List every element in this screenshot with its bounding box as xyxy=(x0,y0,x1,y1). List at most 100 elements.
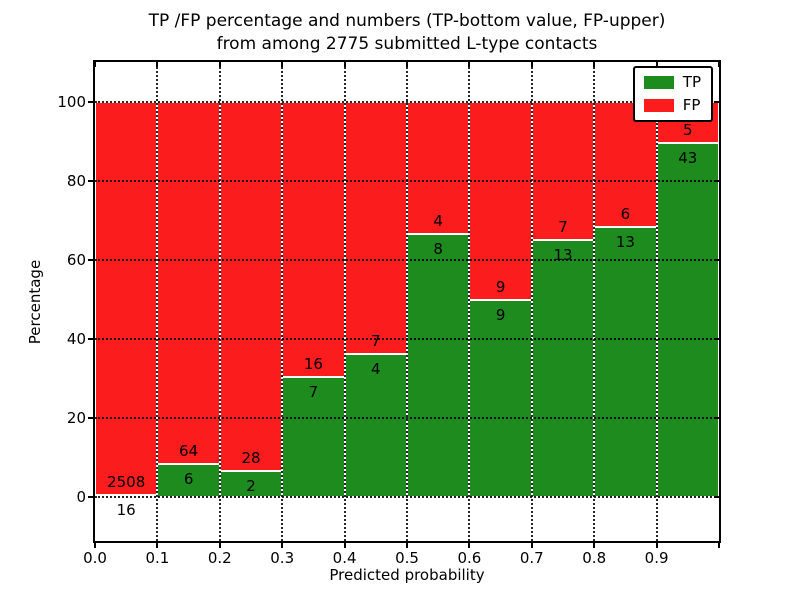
x-tick-bottom-0.8 xyxy=(593,543,596,548)
chart-title-line1: TP /FP percentage and numbers (TP-bottom… xyxy=(148,11,666,31)
tp-count-label-0: 16 xyxy=(116,500,136,519)
y-tick-label-20: 20 xyxy=(66,409,86,428)
x-tick-label-0.6: 0.6 xyxy=(457,549,482,567)
bar-segment-tp-3 xyxy=(282,376,345,498)
tp-count-label-1: 6 xyxy=(183,469,194,488)
x-tick-top-0.9 xyxy=(655,62,658,67)
y-gridline-100 xyxy=(95,100,719,103)
fp-count-label-0: 2508 xyxy=(107,472,146,491)
y-tick-left-60 xyxy=(88,258,93,261)
x-tick-label-0.2: 0.2 xyxy=(207,549,232,567)
x-axis-label: Predicted probability xyxy=(329,566,485,584)
y-tick-right-40 xyxy=(714,338,719,341)
y-tick-left-0 xyxy=(88,496,93,499)
x-gridline-0.1 xyxy=(156,62,159,541)
tp-count-label-3: 7 xyxy=(308,382,319,401)
x-tick-label-0.3: 0.3 xyxy=(270,549,295,567)
y-tick-label-40: 40 xyxy=(66,330,86,349)
fp-count-label-2: 28 xyxy=(241,449,261,468)
x-tick-top-0.8 xyxy=(593,62,596,67)
chart-title: TP /FP percentage and numbers (TP-bottom… xyxy=(7,10,800,56)
bar-segment-tp-6 xyxy=(469,299,532,498)
x-tick-top-0.5 xyxy=(406,62,408,67)
x-tick-label-0.9: 0.9 xyxy=(644,549,669,567)
x-gridline-0.9 xyxy=(655,62,658,541)
y-tick-left-100 xyxy=(88,100,93,103)
x-tick-label-0.1: 0.1 xyxy=(145,549,170,567)
tp-count-label-6: 9 xyxy=(495,305,506,324)
tp-count-label-9: 43 xyxy=(678,148,698,167)
bar-segment-fp-2 xyxy=(219,101,283,472)
y-axis-label: Percentage xyxy=(26,259,44,345)
x-tick-label-0.7: 0.7 xyxy=(519,549,544,567)
x-tick-top-0.1 xyxy=(156,62,159,67)
bar-segment-fp-6 xyxy=(469,101,532,300)
x-tick-label-0.8: 0.8 xyxy=(582,549,607,567)
fp-count-label-5: 4 xyxy=(433,211,443,230)
fp-count-label-3: 16 xyxy=(303,354,323,373)
x-tick-bottom-0.1 xyxy=(156,543,159,548)
bar-segment-fp-7 xyxy=(531,101,595,241)
x-gridline-0.6 xyxy=(468,62,471,541)
x-gridline-0.5 xyxy=(406,62,408,541)
y-gridline-20 xyxy=(95,417,719,420)
x-tick-bottom-0.9 xyxy=(655,543,658,548)
x-tick-label-0.4: 0.4 xyxy=(332,549,357,567)
fp-count-label-6: 9 xyxy=(495,277,506,296)
y-tick-right-100 xyxy=(714,100,719,103)
legend-item-tp: TP xyxy=(643,73,701,91)
y-tick-right-20 xyxy=(714,417,719,420)
chart-title-line2: from among 2775 submitted L-type contact… xyxy=(216,34,598,54)
legend-label-tp: TP xyxy=(682,73,701,91)
x-tick-bottom-0.6 xyxy=(468,543,471,548)
tp-count-label-4: 4 xyxy=(371,359,381,378)
tp-count-label-8: 13 xyxy=(615,232,635,251)
x-gridline-0.3 xyxy=(281,62,284,541)
fp-count-label-9: 5 xyxy=(683,120,693,139)
y-tick-right-80 xyxy=(714,179,719,182)
y-gridline-60 xyxy=(95,258,719,261)
x-tick-label-0.0: 0.0 xyxy=(83,549,107,567)
y-tick-right-0 xyxy=(714,496,719,499)
bar-segment-tp-8 xyxy=(594,226,657,498)
fp-count-label-7: 7 xyxy=(558,218,568,237)
y-gridline-40 xyxy=(95,338,719,341)
y-tick-label-80: 80 xyxy=(66,171,86,190)
x-tick-top-0.7 xyxy=(530,62,533,67)
y-gridline-0 xyxy=(95,496,719,499)
y-gridline-80 xyxy=(95,179,719,182)
y-tick-label-60: 60 xyxy=(66,250,86,269)
legend-item-fp: FP xyxy=(643,96,701,114)
y-tick-label-0: 0 xyxy=(76,488,86,507)
bar-segment-tp-4 xyxy=(344,353,407,498)
x-tick-bottom-0.3 xyxy=(281,543,284,548)
x-gridline-0.2 xyxy=(218,62,221,541)
x-gridline-0.8 xyxy=(593,62,596,541)
bar-segment-fp-4 xyxy=(344,101,407,354)
bar-segment-tp-5 xyxy=(407,233,470,498)
x-tick-top-0.6 xyxy=(468,62,471,67)
y-tick-right-60 xyxy=(714,258,719,261)
x-tick-top-0.4 xyxy=(343,62,346,67)
x-tick-top-0.3 xyxy=(281,62,284,67)
x-tick-bottom-0.5 xyxy=(406,543,408,548)
x-tick-bottom-0.2 xyxy=(218,543,221,548)
tp-count-label-7: 13 xyxy=(553,246,573,265)
bar-segment-tp-9 xyxy=(656,142,719,498)
fp-color-swatch xyxy=(643,99,674,112)
x-tick-top-0 xyxy=(94,62,96,67)
bar-segment-fp-3 xyxy=(282,101,345,377)
fp-count-label-1: 64 xyxy=(179,441,199,460)
tp-count-label-2: 2 xyxy=(246,477,256,496)
y-tick-left-40 xyxy=(88,338,93,341)
plot-area: 2508 16 64 6 28 2 16 7 7 4 4 8 9 9 7 13 6 13 5 43 TP FP xyxy=(93,60,721,543)
x-tick-top-0.2 xyxy=(218,62,221,67)
legend-label-fp: FP xyxy=(682,96,701,114)
tp-color-swatch xyxy=(643,76,674,89)
x-tick-label-0.5: 0.5 xyxy=(395,549,419,567)
x-tick-bottom-0.7 xyxy=(530,543,533,548)
y-tick-label-100: 100 xyxy=(57,92,86,111)
y-tick-left-20 xyxy=(88,417,93,420)
bar-segment-fp-1 xyxy=(157,101,220,464)
